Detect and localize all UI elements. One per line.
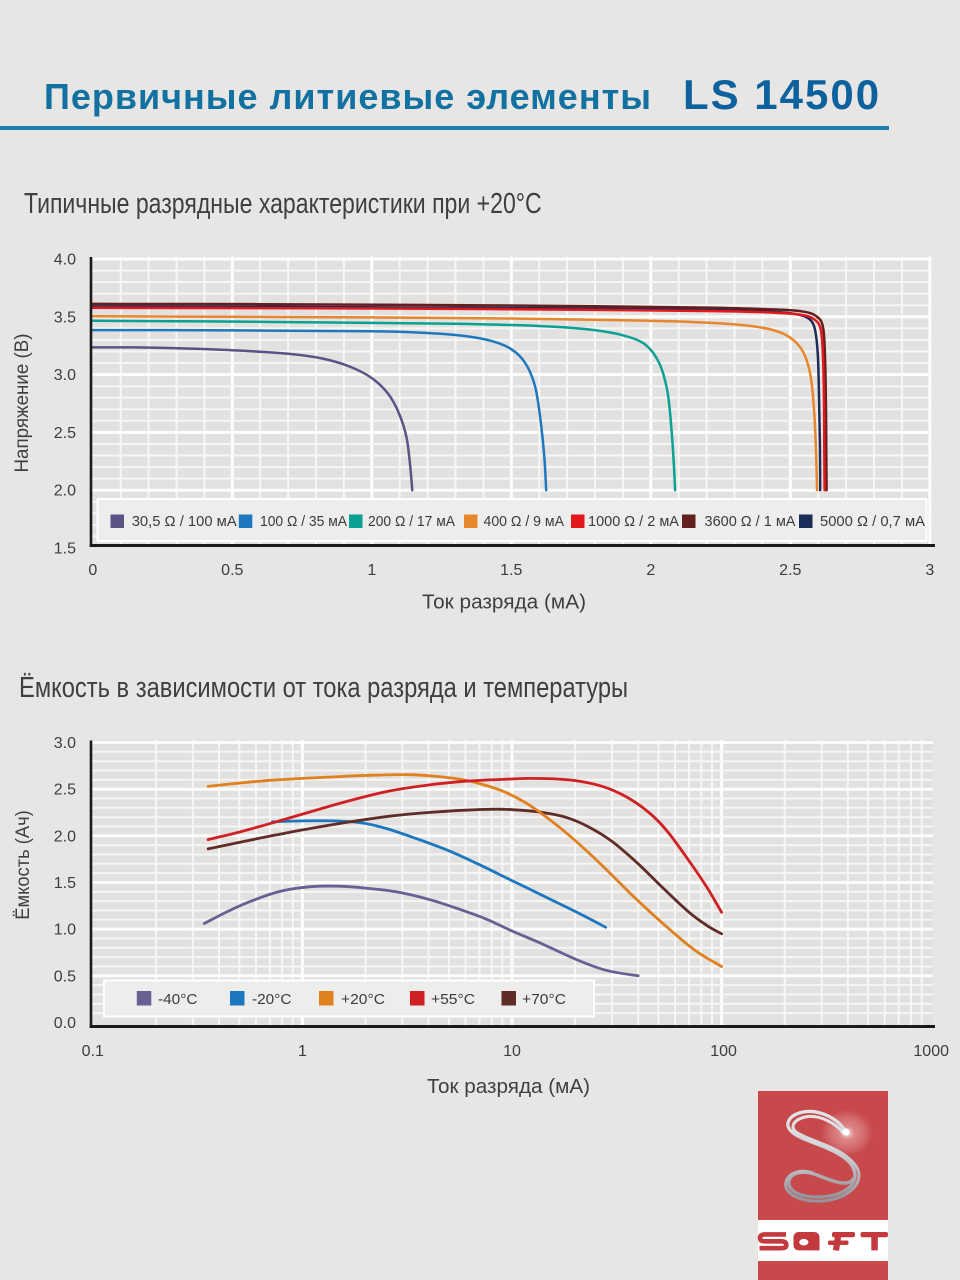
svg-text:2.5: 2.5 <box>54 425 76 442</box>
svg-text:4.0: 4.0 <box>54 252 76 269</box>
svg-text:0.5: 0.5 <box>54 968 76 985</box>
svg-text:1: 1 <box>367 562 376 579</box>
svg-text:3.0: 3.0 <box>54 367 76 384</box>
svg-text:1.5: 1.5 <box>54 875 76 892</box>
svg-text:10: 10 <box>503 1043 521 1060</box>
svg-text:+55°C: +55°C <box>431 991 475 1008</box>
svg-text:30,5 Ω / 100 мА: 30,5 Ω / 100 мА <box>132 513 237 530</box>
svg-text:-20°C: -20°C <box>252 991 292 1008</box>
svg-text:100: 100 <box>710 1043 737 1060</box>
svg-text:+70°C: +70°C <box>522 991 566 1008</box>
svg-text:200 Ω / 17 мА: 200 Ω / 17 мА <box>368 513 455 530</box>
svg-text:1.5: 1.5 <box>500 562 522 579</box>
svg-text:1000: 1000 <box>913 1043 949 1060</box>
svg-text:1: 1 <box>298 1043 307 1060</box>
svg-text:2.0: 2.0 <box>54 828 76 845</box>
svg-text:0.5: 0.5 <box>221 562 243 579</box>
svg-text:Ток разряда (мА): Ток разряда (мА) <box>427 1076 590 1098</box>
svg-text:0.1: 0.1 <box>82 1043 104 1060</box>
svg-text:1000 Ω / 2 мА: 1000 Ω / 2 мА <box>588 513 679 530</box>
svg-text:Ток разряда (мА): Ток разряда (мА) <box>422 592 586 614</box>
svg-text:0: 0 <box>88 562 97 579</box>
svg-text:2: 2 <box>646 562 655 579</box>
svg-text:2.5: 2.5 <box>54 782 76 799</box>
svg-text:+20°C: +20°C <box>341 991 385 1008</box>
svg-text:100 Ω / 35 мА: 100 Ω / 35 мА <box>260 513 347 530</box>
svg-text:Напряжение (В): Напряжение (В) <box>11 334 33 473</box>
svg-text:1.5: 1.5 <box>54 541 76 558</box>
svg-text:3600 Ω / 1 мА: 3600 Ω / 1 мА <box>705 513 796 530</box>
svg-text:2.5: 2.5 <box>779 562 801 579</box>
svg-text:3.5: 3.5 <box>54 309 76 326</box>
svg-text:Ёмкость (Ач): Ёмкость (Ач) <box>12 810 34 920</box>
svg-text:3.0: 3.0 <box>54 735 76 752</box>
svg-text:1.0: 1.0 <box>54 922 76 939</box>
svg-text:400 Ω / 9 мА: 400 Ω / 9 мА <box>484 513 565 530</box>
svg-text:2.0: 2.0 <box>54 483 76 500</box>
svg-text:5000 Ω / 0,7 мА: 5000 Ω / 0,7 мА <box>820 513 925 530</box>
svg-text:3: 3 <box>925 562 934 579</box>
svg-text:-40°C: -40°C <box>158 991 198 1008</box>
svg-text:0.0: 0.0 <box>54 1015 76 1032</box>
